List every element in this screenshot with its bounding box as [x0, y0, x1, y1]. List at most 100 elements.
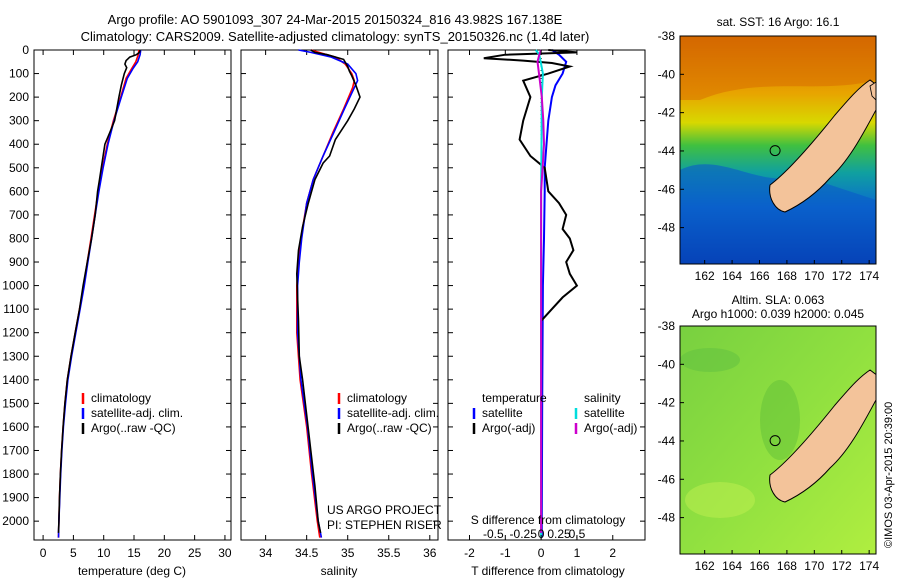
- difference-x-tick-label: 1: [574, 546, 581, 560]
- map-x-tick-label: 164: [722, 269, 742, 283]
- sst-cold-patch: [680, 164, 876, 264]
- salinity-x-tick-label: 36: [423, 546, 437, 560]
- temperature-x-tick-label: 25: [188, 546, 202, 560]
- depth-tick-label: 1100: [3, 302, 29, 316]
- depth-tick-label: 0: [22, 43, 29, 57]
- map-x-tick-label: 172: [832, 559, 852, 573]
- sla-blob-3: [685, 482, 755, 518]
- difference-series-line-1: [483, 49, 579, 533]
- map-y-tick-label: -38: [658, 29, 676, 43]
- salinity-x-tick-label: 34: [259, 546, 273, 560]
- sla-blob-2: [760, 380, 800, 460]
- temperature-x-tick-label: 10: [97, 546, 111, 560]
- map-x-tick-label: 172: [832, 269, 852, 283]
- sst-warm-patch: [680, 36, 876, 100]
- map-y-tick-label: -40: [658, 67, 676, 81]
- legend-s-label-1: Argo(-adj): [584, 421, 637, 435]
- depth-tick-label: 1500: [2, 396, 29, 410]
- depth-tick-label: 400: [9, 137, 29, 151]
- sla-map-frame: [679, 325, 877, 555]
- sla-blob-1: [680, 348, 740, 372]
- sla-map-panel: Altim. SLA: 0.063 Argo h1000: 0.039 h200…: [658, 293, 880, 573]
- difference-series-line-3: [536, 49, 546, 533]
- legend-label-1: satellite-adj. clim.: [91, 406, 183, 420]
- salinity-annotation-line-2: PI: STEPHEN RISER: [327, 518, 442, 532]
- temperature-plot-frame: [33, 49, 232, 541]
- map-x-tick-label: 168: [777, 269, 797, 283]
- map-x-tick-label: 168: [777, 559, 797, 573]
- map-y-tick-label: -42: [658, 396, 676, 410]
- map-y-tick-label: -46: [658, 182, 676, 196]
- salinity-x-tick-label: 35.5: [377, 546, 401, 560]
- temperature-x-tick-label: 5: [70, 546, 77, 560]
- map-x-tick-label: 170: [804, 559, 824, 573]
- depth-tick-label: 800: [9, 231, 29, 245]
- map-x-tick-label: 174: [859, 559, 879, 573]
- map-y-tick-label: -48: [658, 511, 676, 525]
- legend-salinity-title: salinity: [584, 391, 621, 405]
- temperature-x-tick-label: 0: [40, 546, 47, 560]
- sst-map-panel: sat. SST: 16 Argo: 16.1 162 164 166 168 170 1…: [658, 15, 880, 283]
- map-y-tick-label: -38: [658, 319, 676, 333]
- legend-s-label-0: satellite: [584, 406, 625, 420]
- sla-argo-marker: [769, 435, 781, 447]
- t-difference-label: T difference from climatology: [471, 564, 625, 578]
- s-tick-label: -0.5: [483, 527, 504, 541]
- temperature-panel: 0100200300400500600700800900100011001200…: [2, 43, 232, 578]
- header-line-1: Argo profile: AO 5901093_307 24-Mar-2015…: [108, 12, 563, 27]
- temperature-x-tick-label: 30: [218, 546, 232, 560]
- map-y-tick-label: -42: [658, 106, 676, 120]
- salinity-annotation-line-1: US ARGO PROJECT: [327, 503, 442, 517]
- legend-t-label-0: satellite: [482, 406, 523, 420]
- map-x-tick-label: 166: [749, 559, 769, 573]
- salinity-x-label: salinity: [321, 564, 358, 578]
- salinity-x-tick-label: 34.5: [295, 546, 319, 560]
- map-y-tick-label: -48: [658, 221, 676, 235]
- depth-tick-label: 700: [9, 208, 29, 222]
- map-x-tick-label: 164: [722, 559, 742, 573]
- map-x-tick-label: 166: [749, 269, 769, 283]
- s-tick-label: 0.25: [547, 527, 571, 541]
- salinity-series-line-1: [296, 49, 359, 538]
- difference-x-tick-label: 2: [609, 546, 616, 560]
- s-tick-label: -0.25: [510, 527, 538, 541]
- temperature-series-line-2: [57, 49, 141, 533]
- salinity-plot-frame: [240, 49, 439, 541]
- sst-map-frame: [679, 35, 877, 265]
- depth-tick-label: 1200: [2, 326, 29, 340]
- north-island-tip: [869, 81, 876, 101]
- difference-x-tick-label: 0: [538, 546, 545, 560]
- depth-tick-label: 1700: [2, 443, 29, 457]
- s-difference-label: S difference from climatology: [471, 513, 626, 527]
- s-tick-label: 0.5: [569, 527, 586, 541]
- imos-credit: ©IMOS 03-Apr-2015 20:39:00: [883, 402, 895, 548]
- salinity-series-line-2: [295, 49, 361, 534]
- depth-tick-label: 1000: [2, 279, 29, 293]
- map-x-tick-label: 170: [804, 269, 824, 283]
- sst-argo-marker: [769, 145, 781, 157]
- legend-label-0: climatology: [91, 391, 151, 405]
- depth-tick-label: 1300: [2, 349, 29, 363]
- legend-temperature-title: temperature: [482, 391, 547, 405]
- map-y-tick-label: -46: [658, 472, 676, 486]
- temperature-x-tick-label: 20: [158, 546, 172, 560]
- depth-tick-label: 200: [9, 90, 29, 104]
- legend-label-2: Argo(..raw -QC): [347, 421, 432, 435]
- map-y-tick-label: -44: [658, 434, 676, 448]
- depth-tick-label: 1900: [2, 491, 29, 505]
- legend-label-0: climatology: [347, 391, 407, 405]
- map-y-tick-label: -44: [658, 144, 676, 158]
- depth-tick-label: 500: [9, 161, 29, 175]
- difference-x-tick-label: -1: [500, 546, 511, 560]
- header-line-2: Climatology: CARS2009. Satellite-adjuste…: [81, 29, 590, 44]
- map-x-tick-label: 162: [695, 269, 715, 283]
- depth-tick-label: 600: [9, 184, 29, 198]
- depth-tick-label: 900: [9, 255, 29, 269]
- depth-tick-label: 1600: [2, 420, 29, 434]
- salinity-x-tick-label: 35: [341, 546, 355, 560]
- map-x-tick-label: 174: [859, 269, 879, 283]
- temperature-x-label: temperature (deg C): [78, 564, 186, 578]
- salinity-panel: 34 34.5 35 35.5 36 climatologysatellite-adj.…: [240, 49, 442, 578]
- difference-plot-frame: [447, 49, 646, 541]
